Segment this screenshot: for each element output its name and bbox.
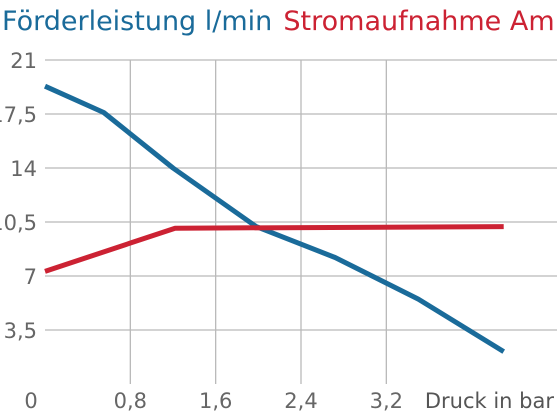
x-axis-ticks: 0 0,8 1,6 2,4 3,2 xyxy=(24,389,403,413)
series-line-1 xyxy=(44,224,504,274)
y-tick-label: 14 xyxy=(10,157,37,181)
y-tick-label: 10,5 xyxy=(0,211,37,235)
y-axis-ticks: 3,5 7 10,5 14 17,5 21 xyxy=(0,49,37,343)
x-tick-label: 2,4 xyxy=(284,389,317,413)
y-tick-label: 3,5 xyxy=(4,319,37,343)
x-axis-label: Druck in bar xyxy=(425,389,555,413)
y-tick-label: 17,5 xyxy=(0,103,37,127)
chart-title: Förderleistung l/min Stromaufnahme Amper… xyxy=(2,6,557,37)
series-lines xyxy=(43,83,506,354)
y-tick-label: 7 xyxy=(24,265,37,289)
title-part-current: Stromaufnahme Ampere xyxy=(283,6,557,37)
y-tick-label: 21 xyxy=(10,49,37,73)
x-tick-label: 0 xyxy=(24,389,37,413)
x-tick-label: 1,6 xyxy=(199,389,232,413)
x-tick-label: 3,2 xyxy=(370,389,403,413)
title-part-flow: Förderleistung l/min xyxy=(2,6,272,37)
grid xyxy=(45,59,557,384)
x-tick-label: 0,8 xyxy=(114,389,147,413)
series-line-0 xyxy=(43,83,506,354)
